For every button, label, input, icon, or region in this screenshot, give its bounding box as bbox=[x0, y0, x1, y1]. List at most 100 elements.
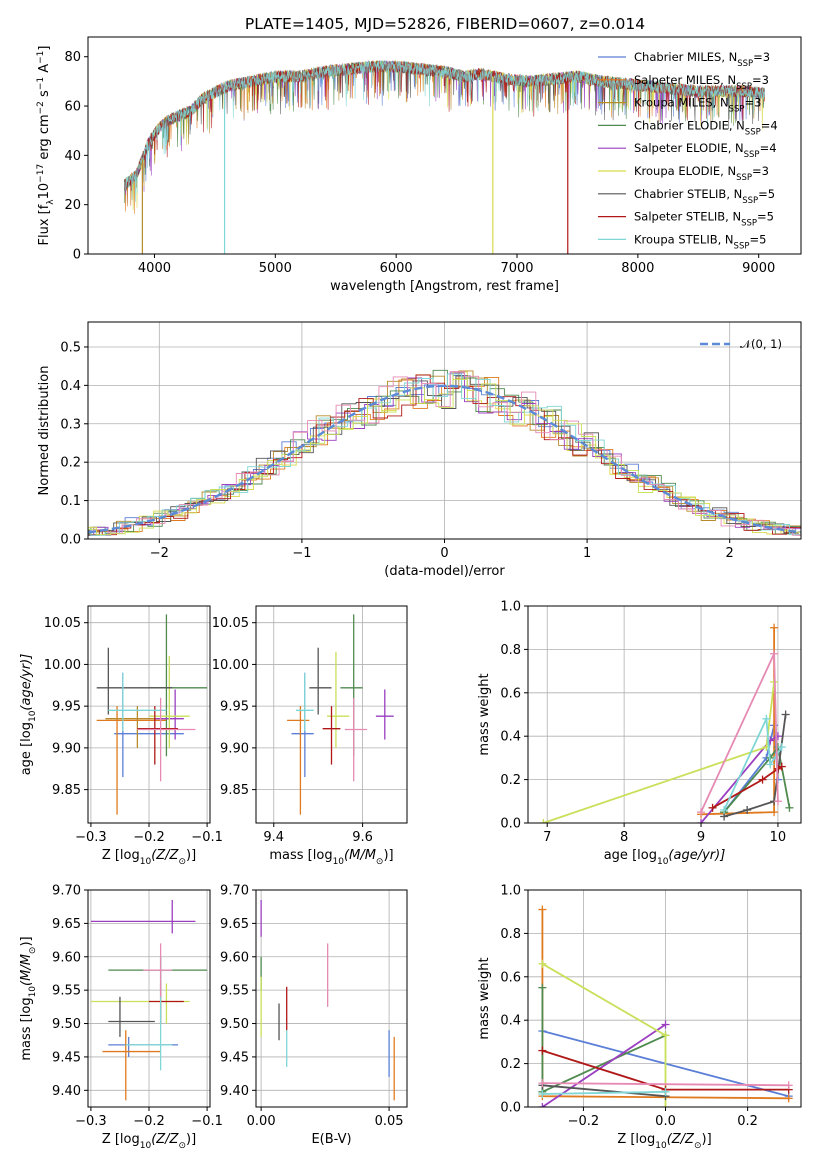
axes-frame bbox=[87, 36, 802, 255]
legend-sub: SSP bbox=[744, 150, 760, 160]
spectrum-panel: 4000 5000 6000 7000 8000 9000 0 20 40 60 80 wavelen… bbox=[36, 36, 802, 294]
plus-marker bbox=[762, 714, 771, 723]
label-part: E(B-V) bbox=[311, 1132, 351, 1147]
legend-text: Chabrier ELODIE, N bbox=[634, 118, 745, 132]
label-part: Z [log bbox=[102, 1132, 140, 1147]
y-axis-label: mass weight bbox=[477, 673, 492, 755]
mass-vs-metallicity-panel: −0.3 −0.2 −0.1 9.40 9.45 9.50 9.55 9.60 9.65 9.70… bbox=[19, 884, 223, 1152]
legend-suffix: =4 bbox=[760, 141, 777, 155]
label-part: Z [log bbox=[102, 848, 140, 863]
y-tick-label: 9.45 bbox=[52, 1050, 81, 1065]
error-bar-point bbox=[102, 1030, 161, 1101]
mass-vs-extinction-panel: 0.00 0.05 9.40 9.45 9.50 9.55 9.60 9.65 9.70 E(B-… bbox=[220, 884, 408, 1147]
plus-marker bbox=[538, 1089, 547, 1098]
plus-marker bbox=[538, 1103, 547, 1107]
weight-series-line bbox=[541, 987, 666, 1094]
label-part: )] bbox=[19, 936, 34, 946]
weight-series-line bbox=[723, 714, 787, 818]
plus-marker bbox=[758, 775, 767, 784]
x-axis-label: Z [log10(Z/Z⊙)] bbox=[617, 1132, 711, 1151]
x-tick-label: 9.6 bbox=[352, 830, 373, 845]
weight-series-line bbox=[543, 681, 775, 823]
plus-marker bbox=[781, 710, 790, 719]
plus-marker bbox=[538, 959, 547, 968]
weight-series-line bbox=[542, 1090, 666, 1095]
y-tick-label: 1.0 bbox=[500, 884, 521, 899]
x-tick-label: −0.2 bbox=[568, 1114, 600, 1129]
y-tick-label: 9.85 bbox=[52, 783, 81, 798]
weight-series-line bbox=[723, 744, 791, 813]
label-part: (age/yr)] bbox=[668, 848, 725, 863]
plus-marker bbox=[538, 1046, 547, 1055]
error-bar-point bbox=[143, 943, 173, 997]
label-part: (M/M bbox=[344, 848, 376, 863]
y-tick-label: 0.4 bbox=[500, 1014, 521, 1029]
plus-marker bbox=[538, 905, 547, 914]
label-part: ⊙ bbox=[178, 1141, 186, 1151]
label-part: Flux [f bbox=[37, 204, 52, 245]
error-bar-point bbox=[137, 697, 196, 782]
x-tick-label: 8 bbox=[620, 830, 628, 845]
x-tick-label: −0.3 bbox=[75, 830, 107, 845]
error-bar-point bbox=[375, 689, 394, 740]
y-tick-label: 9.90 bbox=[52, 741, 81, 756]
error-bar-point bbox=[287, 706, 310, 815]
y-tick-label: 0.3 bbox=[60, 417, 81, 432]
y-tick-label: 9.50 bbox=[52, 1017, 81, 1032]
normal-curve bbox=[88, 384, 801, 534]
y-tick-label: 40 bbox=[64, 149, 81, 164]
label-part: (Z/Z bbox=[151, 1132, 179, 1147]
error-bar-point bbox=[108, 672, 167, 732]
y-tick-label: 9.65 bbox=[220, 917, 249, 932]
y-tick-label: 0.8 bbox=[500, 927, 521, 942]
y-tick-label: 0.0 bbox=[500, 817, 521, 832]
legend-sub: SSP bbox=[745, 127, 761, 137]
axes-frame bbox=[255, 889, 408, 1108]
label-part: )] bbox=[186, 848, 196, 863]
x-tick-label: 0 bbox=[440, 546, 448, 561]
label-part: Normed distribution bbox=[37, 366, 52, 496]
x-tick-label: 9000 bbox=[742, 261, 775, 276]
label-part: mass [log bbox=[19, 997, 34, 1060]
label-part: 10 bbox=[37, 183, 52, 200]
plus-marker bbox=[770, 649, 779, 658]
label-part: ⊙ bbox=[28, 947, 38, 955]
x-tick-label: −0.1 bbox=[191, 1114, 223, 1129]
legend-sub: SSP bbox=[734, 241, 750, 251]
legend-suffix: =3 bbox=[744, 96, 761, 110]
x-tick-label: −0.1 bbox=[191, 830, 223, 845]
label-part: age [log bbox=[604, 848, 657, 863]
age-vs-metallicity-panel: −0.3 −0.2 −0.1 9.85 9.90 9.95 10.00 10.05 Z [log… bbox=[19, 605, 223, 867]
x-axis-label: Z [log10(Z/Z⊙)] bbox=[102, 848, 196, 867]
x-tick-label: 5000 bbox=[259, 261, 292, 276]
plus-marker bbox=[661, 1087, 670, 1096]
legend-entry: Kroupa ELODIE, NSSP=3 bbox=[634, 164, 769, 183]
y-axis-label: mass weight bbox=[477, 957, 492, 1039]
x-axis-label: wavelength [Angstrom, rest frame] bbox=[330, 279, 559, 294]
label-part: mass weight bbox=[477, 957, 492, 1039]
y-tick-label: 10.05 bbox=[212, 616, 249, 631]
error-bar-point bbox=[105, 706, 173, 748]
y-tick-label: 0.2 bbox=[500, 1057, 521, 1072]
legend-suffix: =5 bbox=[757, 210, 774, 224]
legend-entry: Salpeter ELODIE, NSSP=4 bbox=[634, 141, 777, 160]
x-tick-label: −0.2 bbox=[133, 830, 165, 845]
error-bar-point bbox=[137, 706, 179, 765]
plus-marker bbox=[773, 797, 782, 806]
y-tick-label: 9.70 bbox=[220, 884, 249, 899]
plus-marker bbox=[777, 743, 786, 752]
y-tick-label: 10.00 bbox=[44, 658, 81, 673]
label-part: wavelength [Angstrom, rest frame] bbox=[330, 279, 559, 294]
y-tick-label: 9.60 bbox=[52, 950, 81, 965]
label-part: 10 bbox=[28, 986, 38, 998]
plus-marker bbox=[539, 819, 548, 823]
y-tick-label: 9.40 bbox=[52, 1084, 81, 1099]
residual-panel: −2 −1 0 1 2 0.0 0.1 0.2 0.3 0.4 0.5 (data-model)/er… bbox=[37, 321, 802, 579]
y-tick-label: 0.2 bbox=[60, 456, 81, 471]
label-part: ⊙ bbox=[694, 1141, 702, 1151]
plus-marker bbox=[720, 805, 729, 814]
label-part: −17 bbox=[36, 164, 46, 183]
x-axis-label: (data-model)/error bbox=[384, 564, 505, 579]
y-tick-label: 1.0 bbox=[500, 600, 521, 615]
y-axis-label: Normed distribution bbox=[37, 366, 52, 496]
